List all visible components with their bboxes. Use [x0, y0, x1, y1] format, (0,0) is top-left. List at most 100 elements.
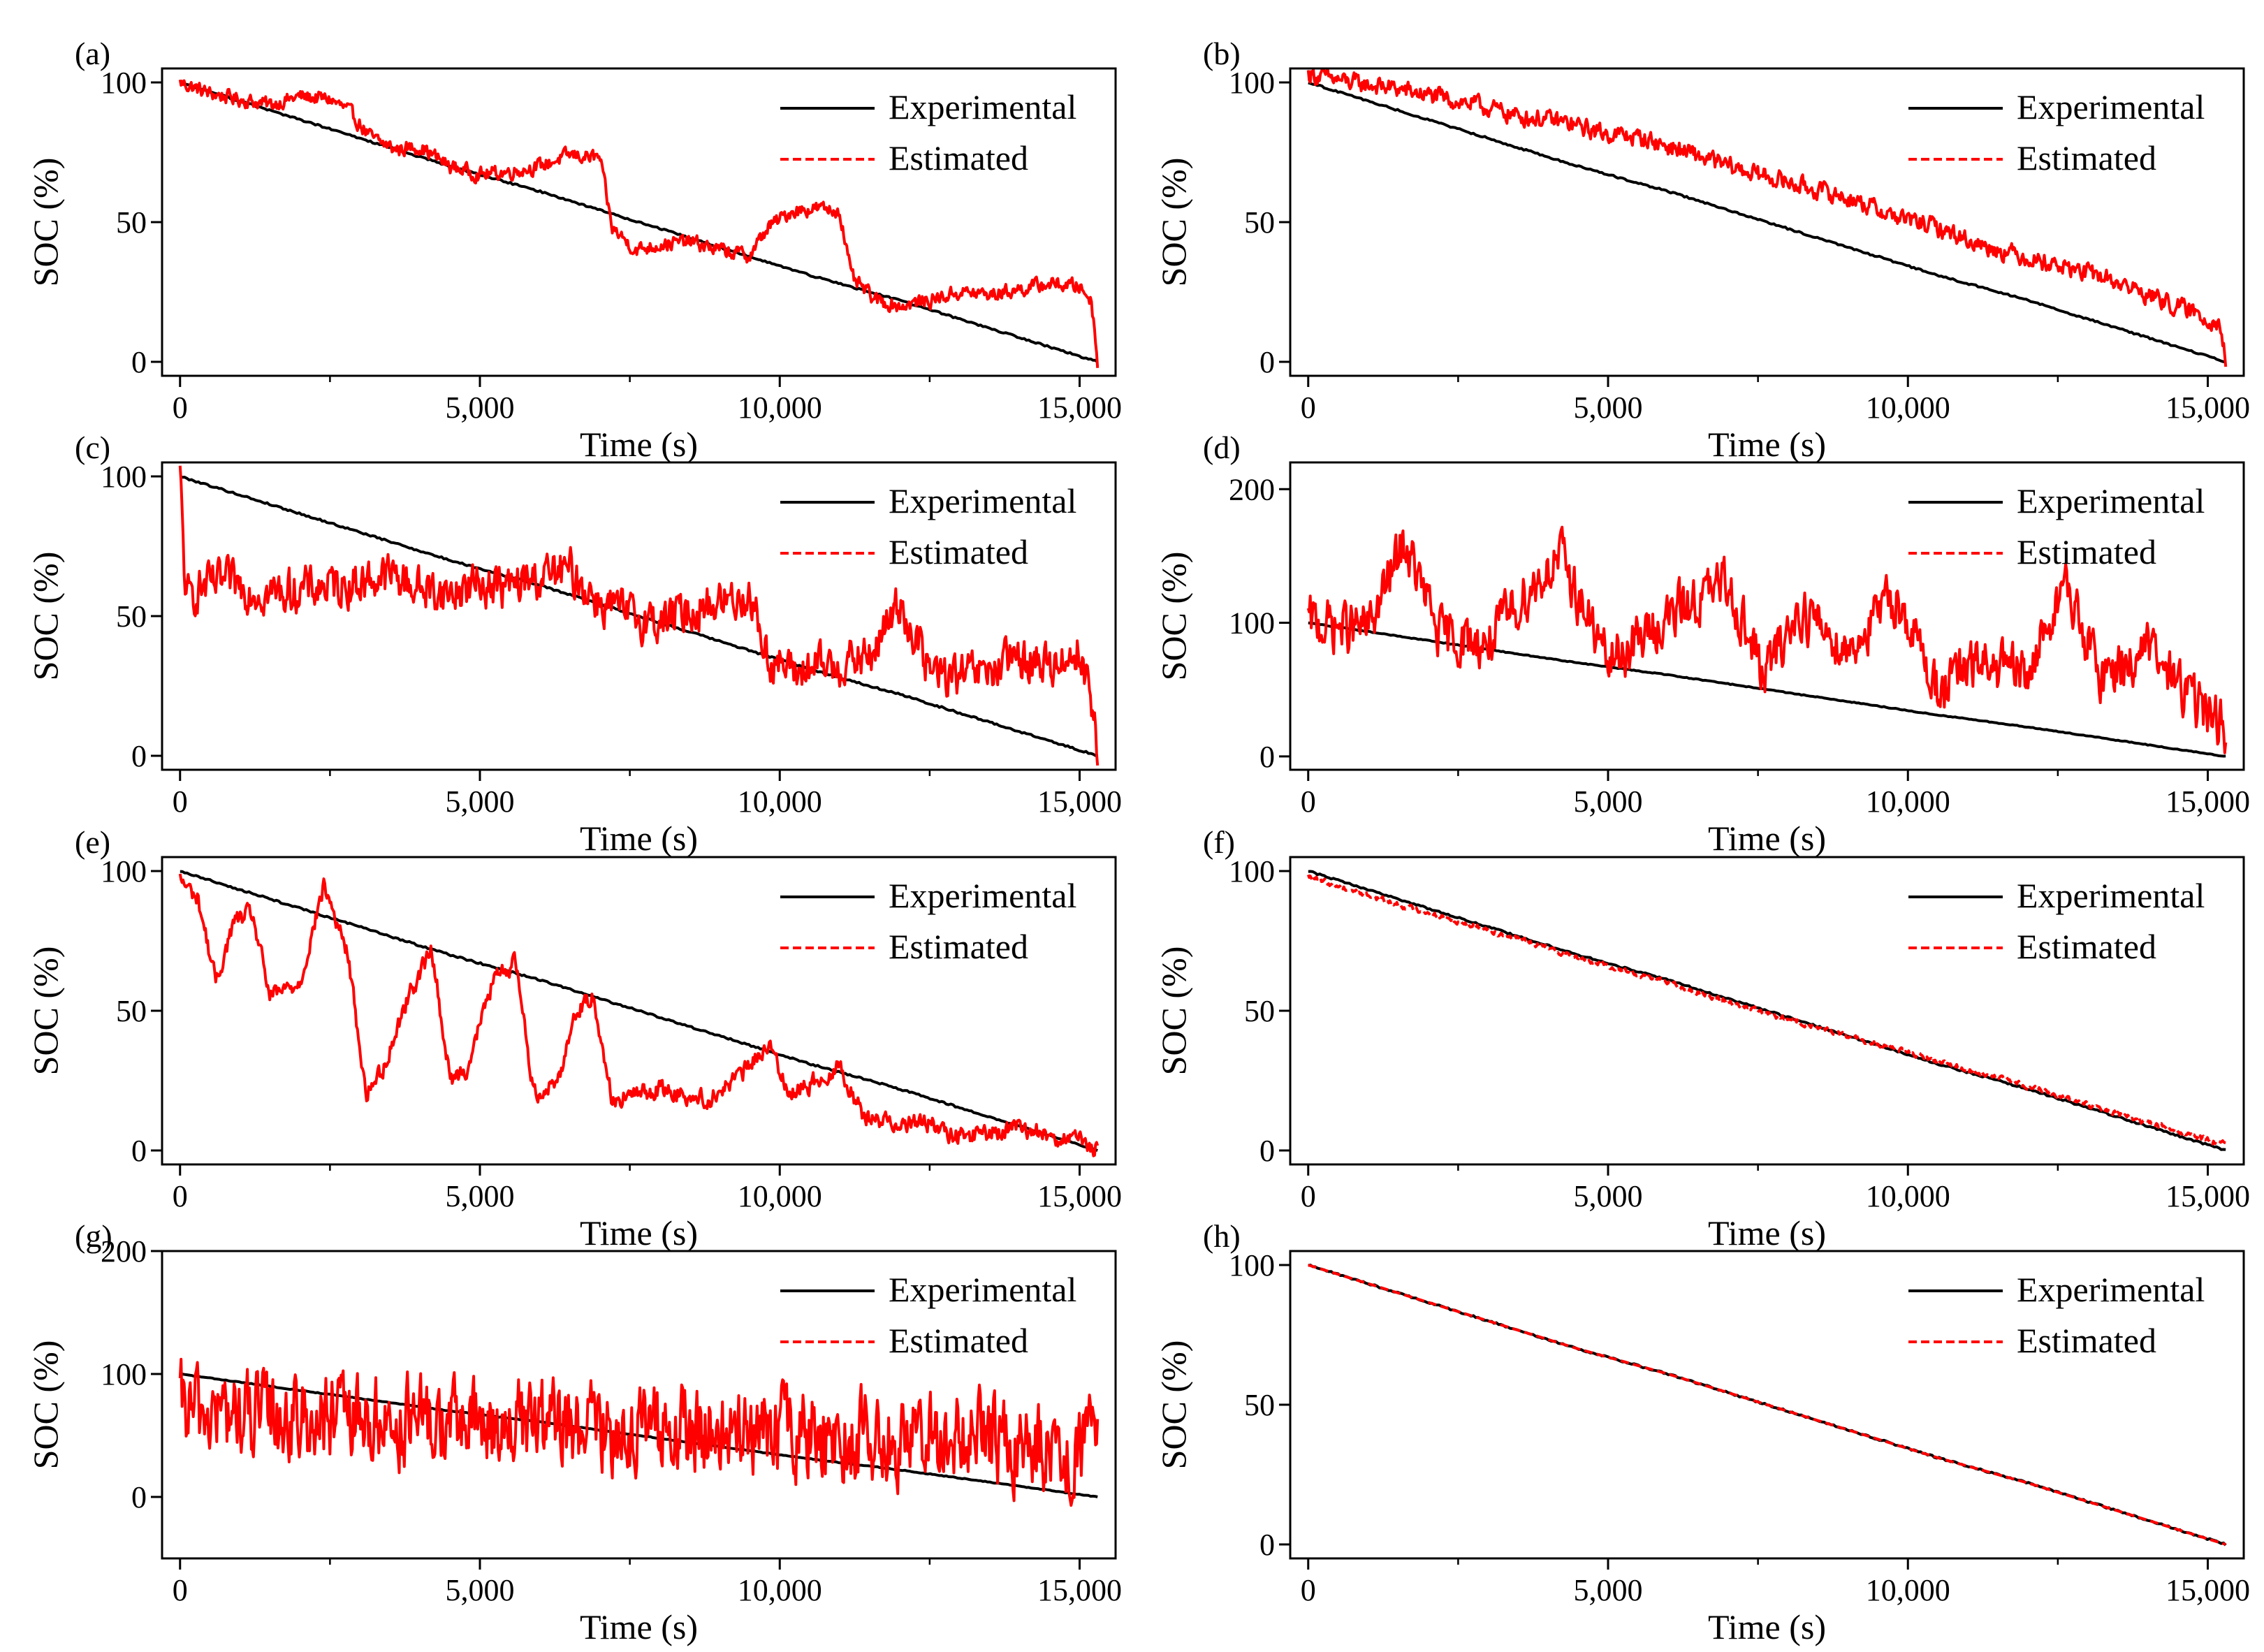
estimated-line [178, 465, 1100, 766]
panel-h: 0 5,000 10,000 15,000 0 50 100 Time (s) SOC (%) (… [1154, 1218, 2250, 1646]
x-tick-label: 15,000 [1037, 784, 1122, 819]
series-group [178, 870, 1100, 1157]
x-tick-label: 10,000 [1866, 1573, 1950, 1607]
legend-experimental-label: Experimental [2017, 876, 2205, 915]
x-tick-label: 5,000 [1574, 1573, 1643, 1607]
estimated-line [1308, 1264, 2226, 1546]
x-axis-label: Time (s) [1708, 1213, 1826, 1252]
y-tick-label: 100 [1229, 606, 1275, 641]
x-tick-label: 0 [173, 784, 188, 819]
x-tick-label: 5,000 [446, 784, 515, 819]
y-tick-label: 50 [1244, 1388, 1275, 1422]
y-tick-label: 100 [1229, 1248, 1275, 1282]
x-tick-label: 5,000 [446, 390, 515, 425]
panel-b: 0 5,000 10,000 15,000 0 50 100 Time (s) SOC (%) (… [1154, 36, 2250, 464]
legend-estimated-label: Estimated [2017, 532, 2156, 571]
y-tick-label: 0 [1259, 1134, 1275, 1168]
legend-estimated-label: Estimated [889, 1321, 1028, 1360]
legend: Experimental Estimated [1908, 87, 2205, 177]
legend-estimated-label: Estimated [2017, 138, 2156, 177]
panel-tag: (g) [75, 1218, 112, 1254]
x-tick-label: 0 [173, 1573, 188, 1607]
panel-tag: (b) [1203, 36, 1241, 71]
panel-c: 0 5,000 10,000 15,000 0 50 100 Time (s) SOC (%) (… [26, 430, 1122, 858]
panel-tag: (c) [75, 430, 110, 465]
series-group [178, 79, 1100, 368]
legend-estimated-label: Estimated [2017, 1321, 2156, 1360]
legend: Experimental Estimated [780, 1270, 1076, 1360]
y-tick-label: 0 [1259, 1528, 1275, 1562]
x-tick-label: 10,000 [738, 1573, 822, 1607]
x-tick-label: 15,000 [1037, 1573, 1122, 1607]
x-tick-label: 0 [173, 390, 188, 425]
legend-estimated-label: Estimated [889, 927, 1028, 966]
y-axis-label: SOC (%) [1154, 552, 1193, 681]
series-group [1306, 68, 2228, 367]
x-axis-label: Time (s) [580, 1607, 698, 1646]
x-tick-label: 10,000 [738, 1179, 822, 1213]
estimated-line [1306, 525, 2228, 754]
legend-experimental-label: Experimental [889, 87, 1076, 126]
y-axis-label: SOC (%) [26, 1340, 65, 1470]
x-tick-label: 5,000 [1574, 390, 1643, 425]
y-tick-label: 200 [101, 1234, 147, 1269]
x-axis-label: Time (s) [580, 1213, 698, 1252]
y-axis-label: SOC (%) [1154, 158, 1193, 287]
legend: Experimental Estimated [1908, 481, 2205, 571]
estimated-line [178, 873, 1100, 1157]
experimental-line [180, 81, 1099, 363]
y-tick-label: 200 [1229, 472, 1275, 506]
y-axis-label: SOC (%) [26, 158, 65, 287]
y-tick-label: 0 [1259, 345, 1275, 379]
x-axis-label: Time (s) [1708, 1607, 1826, 1646]
legend: Experimental Estimated [780, 481, 1076, 571]
x-tick-label: 0 [1301, 784, 1316, 819]
y-axis-label: SOC (%) [1154, 946, 1193, 1076]
x-tick-label: 5,000 [1574, 784, 1643, 819]
panel-tag: (d) [1203, 430, 1241, 465]
estimated-line [1306, 874, 2226, 1146]
legend-experimental-label: Experimental [2017, 1270, 2205, 1309]
y-tick-label: 0 [131, 739, 147, 773]
legend-experimental-label: Experimental [889, 876, 1076, 915]
series-group [1306, 870, 2226, 1151]
plot-frame [1289, 461, 2245, 771]
x-tick-label: 10,000 [738, 784, 822, 819]
legend: Experimental Estimated [780, 876, 1076, 966]
x-tick-label: 5,000 [1574, 1179, 1643, 1213]
x-tick-label: 10,000 [1866, 784, 1950, 819]
y-tick-label: 0 [131, 345, 147, 379]
x-tick-label: 15,000 [1037, 390, 1122, 425]
x-tick-label: 0 [173, 1179, 188, 1213]
y-tick-label: 50 [1244, 205, 1275, 240]
plot-frame [161, 1250, 1117, 1560]
x-tick-label: 0 [1301, 1179, 1316, 1213]
y-tick-label: 100 [101, 1357, 147, 1391]
x-axis-label: Time (s) [1708, 819, 1826, 858]
legend: Experimental Estimated [780, 87, 1076, 177]
legend-experimental-label: Experimental [889, 481, 1076, 520]
x-tick-label: 15,000 [2166, 390, 2250, 425]
y-tick-label: 100 [1229, 854, 1275, 889]
y-tick-label: 0 [1259, 740, 1275, 774]
x-axis-label: Time (s) [1708, 425, 1826, 464]
estimated-line [1306, 68, 2228, 367]
y-tick-label: 50 [116, 994, 147, 1028]
legend-experimental-label: Experimental [2017, 87, 2205, 126]
experimental-line [1308, 81, 2226, 363]
panel-d: 0 5,000 10,000 15,000 0 100 200 Time (s) SOC (%)… [1154, 430, 2250, 858]
x-tick-label: 15,000 [2166, 1573, 2250, 1607]
x-tick-label: 10,000 [1866, 1179, 1950, 1213]
y-tick-label: 50 [116, 599, 147, 634]
legend-experimental-label: Experimental [889, 1270, 1076, 1309]
x-tick-label: 5,000 [446, 1573, 515, 1607]
legend: Experimental Estimated [1908, 876, 2205, 966]
y-tick-label: 0 [131, 1134, 147, 1168]
x-axis-label: Time (s) [580, 819, 698, 858]
y-tick-label: 50 [1244, 994, 1275, 1028]
panel-a: 0 5,000 10,000 15,000 0 50 100 Time (s) SOC (%) (… [26, 36, 1122, 464]
panel-tag: (h) [1203, 1218, 1241, 1254]
series-group [178, 465, 1100, 766]
y-tick-label: 100 [1229, 66, 1275, 100]
